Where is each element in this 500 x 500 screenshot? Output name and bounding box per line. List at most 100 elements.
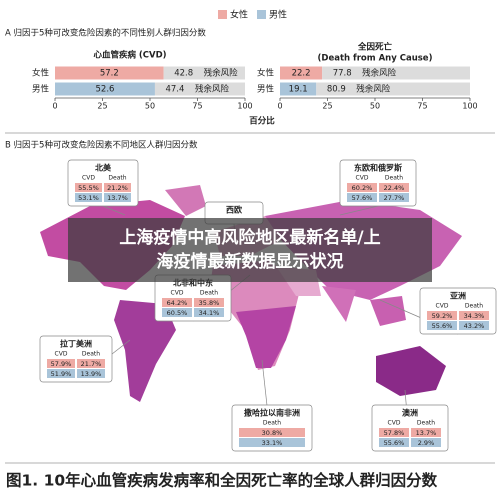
- bar: [280, 82, 317, 96]
- cell-value: 55.6%: [384, 439, 405, 447]
- cell: [194, 298, 224, 307]
- column-header: Death: [465, 303, 483, 310]
- column-header: Death: [108, 175, 126, 182]
- cell-value: 43.2%: [464, 322, 485, 330]
- cell: [427, 321, 457, 330]
- region-name: 拉丁美洲: [60, 339, 92, 349]
- column-header: Death: [82, 351, 100, 358]
- column-header: CVD: [388, 420, 401, 427]
- column-header: Death: [385, 175, 403, 182]
- residual-label: 残余风险: [362, 68, 397, 79]
- cell-value: 34.3%: [464, 312, 485, 320]
- bar: [163, 66, 245, 80]
- cell-value: 21.7%: [81, 360, 102, 368]
- cell: [104, 193, 131, 202]
- cell-value: 60.2%: [352, 184, 373, 192]
- chart-title: 全因死亡: [357, 42, 393, 53]
- x-tick-label: 50: [145, 102, 155, 111]
- legend-swatch: [218, 10, 227, 19]
- cell: [162, 298, 192, 307]
- cell: [75, 193, 102, 202]
- column-header: CVD: [82, 175, 95, 182]
- legend-label: 男性: [269, 9, 287, 21]
- cell: [77, 359, 105, 368]
- column-header: Death: [200, 290, 218, 297]
- bar: [55, 82, 155, 96]
- region-name: 东欧和俄罗斯: [354, 163, 402, 173]
- banner: [68, 218, 432, 282]
- cell: [379, 428, 409, 437]
- chart-title: 心血管疾病 (CVD): [93, 50, 166, 61]
- cell-value: 57.9%: [51, 360, 72, 368]
- cell-value: 13.7%: [416, 429, 437, 437]
- cell-value: 60.5%: [167, 309, 188, 317]
- column-header: CVD: [171, 290, 184, 297]
- residual-label: 残余风险: [204, 68, 239, 79]
- cell: [427, 311, 457, 320]
- bar: [154, 82, 245, 96]
- x-tick-label: 100: [462, 102, 477, 111]
- cell-value: 22.4%: [384, 184, 405, 192]
- bar: [55, 66, 164, 80]
- cell: [379, 193, 409, 202]
- column-header: CVD: [436, 303, 449, 310]
- region-name: 西欧: [226, 205, 242, 215]
- row-label: 男性: [32, 84, 50, 95]
- x-tick-label: 25: [97, 102, 107, 111]
- cell: [411, 438, 441, 447]
- cell: [379, 183, 409, 192]
- region-name: 澳洲: [402, 408, 418, 418]
- cell: [379, 438, 409, 447]
- cell-value: 13.9%: [81, 370, 102, 378]
- x-tick-label: 25: [322, 102, 332, 111]
- cell-value: 35.8%: [199, 299, 220, 307]
- x-tick-label: 75: [192, 102, 202, 111]
- cell-value: 2.9%: [418, 439, 435, 447]
- connector: [102, 205, 126, 216]
- row-label: 男性: [257, 84, 275, 95]
- residual-label: 残余风险: [356, 84, 391, 95]
- value-label: 77.8: [333, 69, 352, 79]
- cell: [162, 308, 192, 317]
- region-name: 撒哈拉以南非洲: [244, 408, 300, 418]
- caption: 图1. 10年心血管疾病发病率和全因死亡率的全球人群归因分数: [6, 471, 438, 490]
- bar: [280, 66, 323, 80]
- cell: [239, 438, 305, 447]
- cell: [239, 428, 305, 437]
- cell: [411, 428, 441, 437]
- x-tick-label: 0: [277, 102, 282, 111]
- value-label: 52.6: [96, 85, 115, 95]
- cell: [75, 183, 102, 192]
- region-name: 北非和中东: [173, 278, 213, 288]
- residual-label: 残余风险: [195, 84, 230, 95]
- cell-value: 64.2%: [167, 299, 188, 307]
- banner-text: 海疫情最新数据显示状况: [157, 251, 344, 272]
- value-label: 19.1: [289, 85, 308, 95]
- cell: [194, 308, 224, 317]
- cell-value: 51.9%: [51, 370, 72, 378]
- chart-title: (Death from Any Cause): [318, 54, 433, 64]
- cell: [104, 183, 131, 192]
- legend-label: 女性: [230, 9, 248, 21]
- panel-title: A 归因于5种可改变危险因素的不同性别人群归因分数: [5, 28, 206, 39]
- x-tick-label: 50: [370, 102, 380, 111]
- row-label: 女性: [32, 68, 50, 79]
- cell-value: 57.6%: [352, 194, 373, 202]
- cell-value: 27.7%: [384, 194, 405, 202]
- cell: [347, 183, 377, 192]
- banner-text: 上海疫情中高风险地区最新名单/上: [119, 227, 380, 248]
- cell: [47, 359, 75, 368]
- value-label: 22.2: [292, 69, 311, 79]
- cell-value: 21.2%: [107, 184, 128, 192]
- x-tick-label: 0: [52, 102, 57, 111]
- cell-value: 34.1%: [199, 309, 220, 317]
- row-label: 女性: [257, 68, 275, 79]
- legend-swatch: [257, 10, 266, 19]
- value-label: 47.4: [165, 85, 184, 95]
- cell-value: 55.6%: [432, 322, 453, 330]
- panel-title: B 归因于5种可改变危险因素不同地区人群归因分数: [5, 140, 198, 151]
- cell-value: 33.1%: [262, 439, 283, 447]
- cell-value: 53.1%: [78, 194, 99, 202]
- cell-value: 30.8%: [262, 429, 283, 437]
